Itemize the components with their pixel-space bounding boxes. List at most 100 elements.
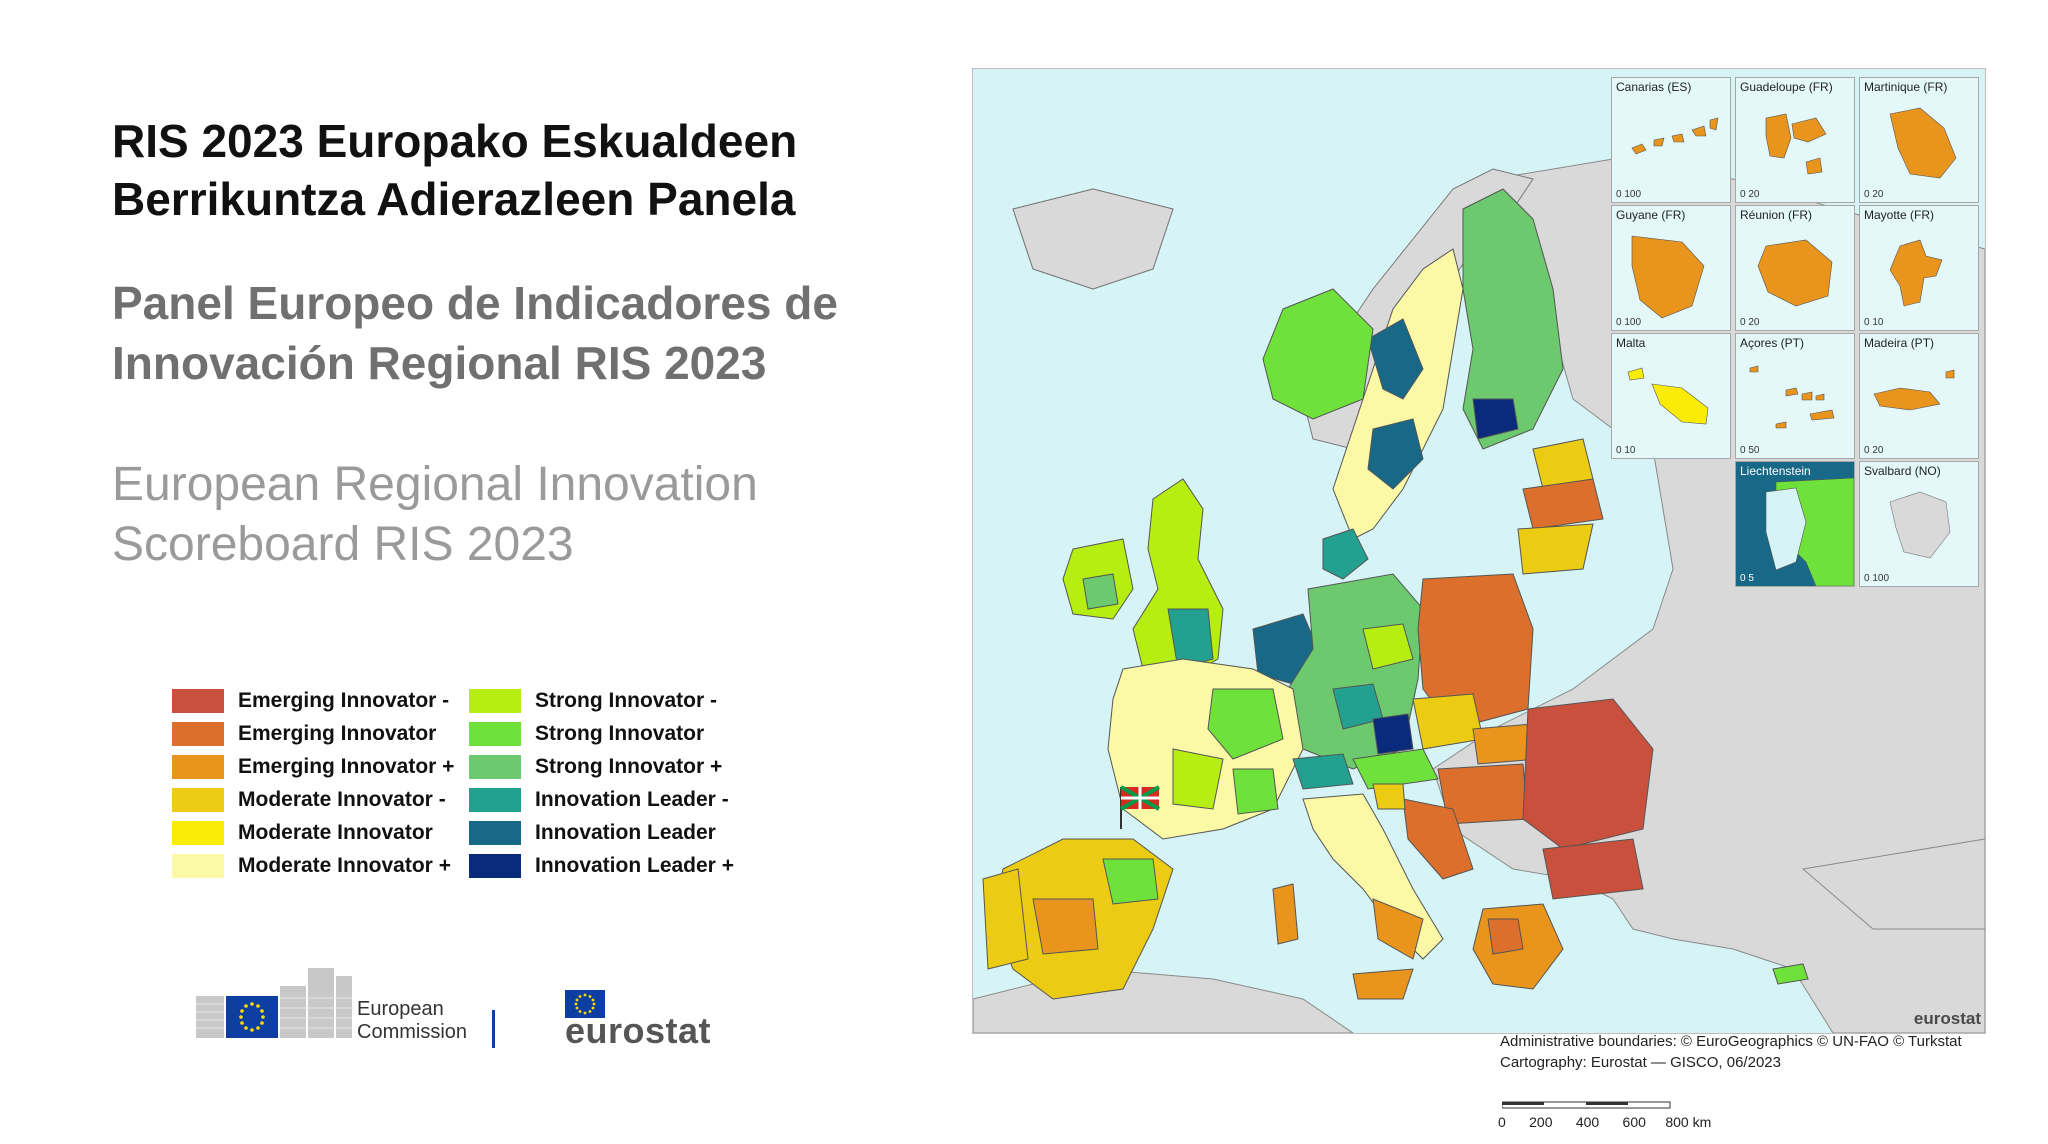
france [1107,658,1304,840]
legend-swatch [469,722,521,746]
legend-item: Moderate Innovator [172,820,433,846]
legend-item: Innovation Leader [469,820,716,846]
legend-swatch [172,788,224,812]
legend-swatch [469,821,521,845]
eu-flag-icon [565,990,605,1018]
inset-shape [1765,113,1827,175]
inset-label: Liechtenstein [1740,464,1811,478]
legend-label: Moderate Innovator + [238,854,451,877]
scale-label: 0 [1498,1114,1506,1130]
inset-label: Açores (PT) [1740,336,1805,350]
legend-item: Emerging Innovator [172,721,436,747]
legend-label: Strong Innovator [535,722,705,745]
legend-item: Moderate Innovator + [172,853,451,879]
czechia [1412,693,1484,750]
inset-label: Malta [1616,336,1646,350]
inset-scale: 0 100 [1616,189,1642,200]
inset-shape [1631,235,1705,319]
legend-label: Emerging Innovator + [238,755,455,778]
legend-label: Innovation Leader [535,821,716,844]
inset-scale: 0 20 [1864,445,1884,456]
credits-cartography: Cartography: Eurostat — GISCO, 06/2023 [1500,1054,1781,1071]
legend-swatch [469,755,521,779]
legend-label: Emerging Innovator [238,722,437,745]
map-credits: Administrative boundaries: © EuroGeograp… [1500,1031,1962,1073]
inset-madeira: Madeira (PT) 0 20 [1859,333,1979,459]
legend-label: Innovation Leader - [535,788,729,811]
scale-label: 400 [1575,1114,1600,1130]
legend-item: Emerging Innovator + [172,754,454,780]
legend-swatch [172,821,224,845]
inset-scale: 0 5 [1740,573,1754,584]
inset-scale: 0 50 [1740,445,1760,456]
inset-label: Guadeloupe (FR) [1740,80,1833,94]
inset-scale: 0 20 [1740,189,1760,200]
cyprus [1772,963,1809,985]
inset-shape [1631,117,1719,155]
legend-label: Emerging Innovator - [238,689,450,712]
romania [1522,698,1654,850]
european-commission-label: European Commission [357,998,468,1043]
denmark [1322,528,1369,580]
legend-item: Innovation Leader - [469,787,729,813]
legend-item: Moderate Innovator - [172,787,446,813]
title-english: European Regional Innovation Scoreboard … [112,458,758,571]
legend-label: Strong Innovator + [535,755,723,778]
bulgaria [1542,838,1644,900]
inset-shape [1749,365,1835,429]
legend-swatch [172,689,224,713]
legend-label: Innovation Leader + [535,854,734,877]
legend-swatch [172,755,224,779]
europe-map: Canarias (ES) 0 100 Guadeloupe (FR) 0 20… [972,68,1986,1034]
legend-swatch [469,788,521,812]
croatia [1402,798,1474,880]
legend-label: Moderate Innovator - [238,788,446,811]
scale-label: 200 [1529,1114,1553,1130]
legend-item: Strong Innovator - [469,688,717,714]
eurostat-logo: eurostat [565,1010,712,1051]
inset-label: Canarias (ES) [1616,80,1692,94]
inset-shape [1889,491,1951,559]
inset-martinique: Martinique (FR) 0 20 [1859,77,1979,203]
slovenia [1372,783,1406,810]
inset-scale: 0 10 [1864,317,1884,328]
credits-boundaries: Administrative boundaries: © EuroGeograp… [1500,1033,1962,1050]
legend-swatch [172,722,224,746]
inset-svalbard: Svalbard (NO) 0 100 [1859,461,1979,587]
european-commission-logo [196,968,495,1048]
inset-guyane: Guyane (FR) 0 100 [1611,205,1731,331]
scale-label: 600 [1622,1114,1646,1130]
inset-acores: Açores (PT) 0 50 [1735,333,1855,459]
inset-reunion: Réunion (FR) 0 20 [1735,205,1855,331]
inset-label: Svalbard (NO) [1864,464,1941,478]
sardinia [1272,883,1299,945]
title-basque: RIS 2023 Europako Eskualdeen Berrikuntza… [112,115,798,225]
map-legend: Emerging Innovator - Emerging Innovator … [172,688,772,888]
legend-item: Strong Innovator [469,721,704,747]
scale-label: 800 km [1665,1114,1712,1130]
map-eurostat-brand: eurostat [1913,1009,1981,1028]
basque-flag-icon [1119,785,1161,829]
map-scale-bar [1502,1101,1671,1109]
legend-swatch [469,689,521,713]
legend-label: Strong Innovator - [535,689,717,712]
norway-regions [1262,288,1374,420]
switzerland [1292,753,1354,790]
legend-item: Strong Innovator + [469,754,722,780]
inset-scale: 0 20 [1740,317,1760,328]
scale-labels: 0 200 400 600 800 km [1498,1114,1711,1130]
inset-shape [1765,477,1854,586]
inset-label: Mayotte (FR) [1864,208,1935,222]
inset-scale: 0 20 [1864,189,1884,200]
inset-scale: 0 100 [1616,317,1642,328]
latvia [1522,478,1604,530]
inset-malta: Malta 0 10 [1611,333,1731,459]
inset-shape [1889,107,1957,179]
inset-guadeloupe: Guadeloupe (FR) 0 20 [1735,77,1855,203]
legend-swatch [469,854,521,878]
finland [1462,188,1564,450]
legend-label: Moderate Innovator [238,821,433,844]
inset-label: Guyane (FR) [1616,208,1686,222]
inset-canarias: Canarias (ES) 0 100 [1611,77,1731,203]
inset-label: Réunion (FR) [1740,208,1813,222]
